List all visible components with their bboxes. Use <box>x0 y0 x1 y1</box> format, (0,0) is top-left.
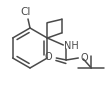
Text: NH: NH <box>64 41 79 51</box>
Text: Cl: Cl <box>21 7 31 17</box>
Text: O: O <box>80 53 88 63</box>
Text: O: O <box>45 52 52 62</box>
